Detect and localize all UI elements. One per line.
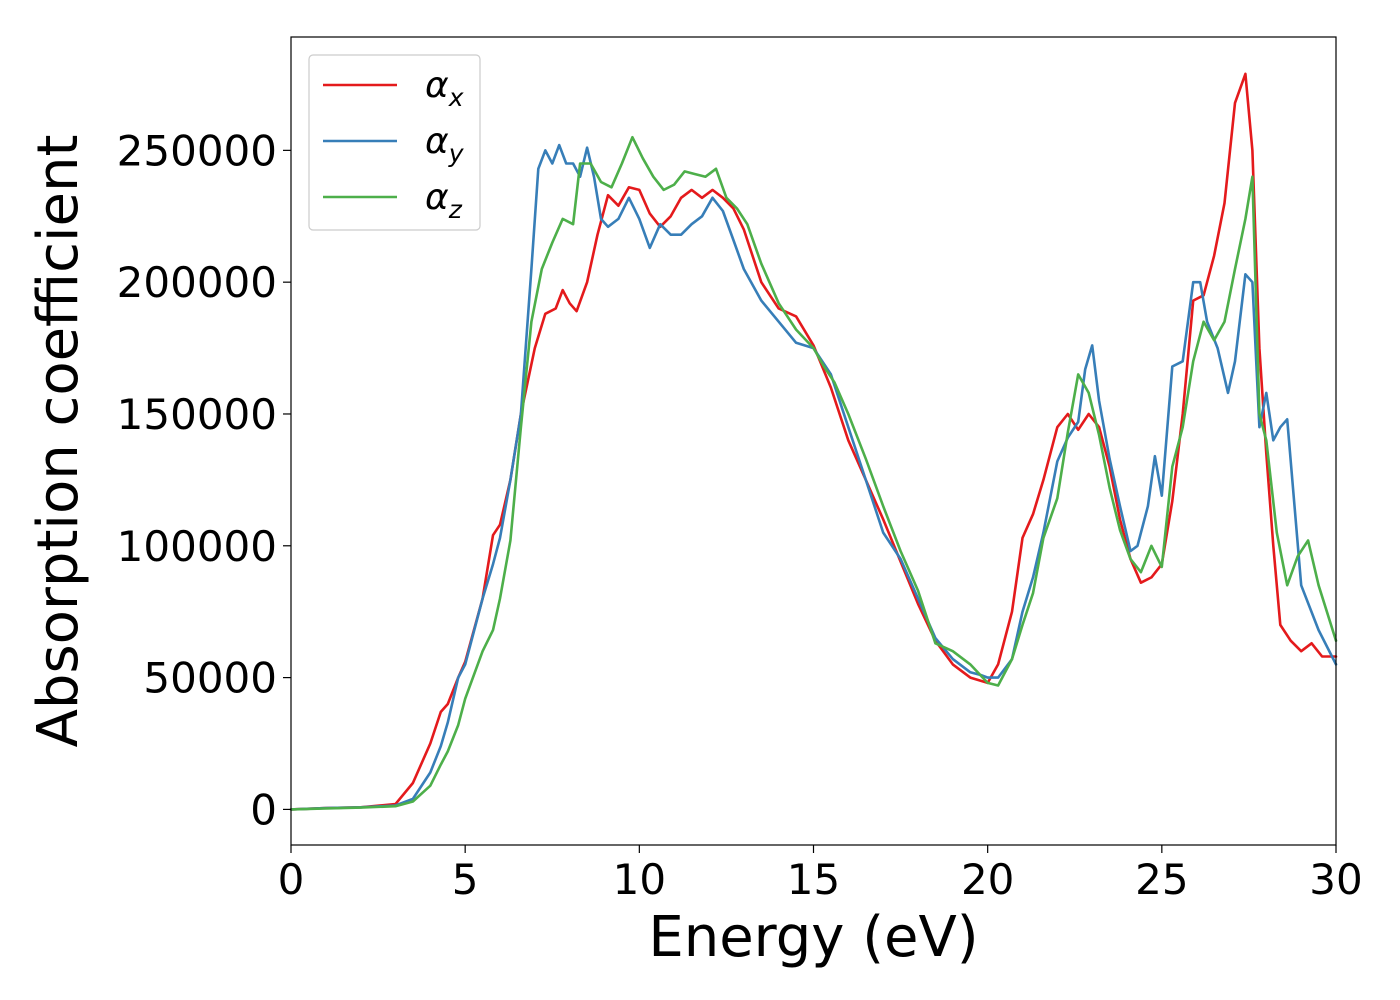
x-tick-label: 25 bbox=[1135, 855, 1188, 904]
x-axis-ticks: 0 5 10 15 20 25 30 bbox=[278, 845, 1363, 904]
x-axis-label: Energy (eV) bbox=[648, 905, 978, 970]
x-tick-label: 15 bbox=[787, 855, 840, 904]
x-tick-label: 30 bbox=[1309, 855, 1362, 904]
series-layer bbox=[289, 72, 1338, 811]
legend-box bbox=[308, 54, 481, 231]
series-line-y bbox=[289, 143, 1338, 811]
y-tick-label: 50000 bbox=[143, 654, 277, 703]
y-tick-label: 150000 bbox=[117, 390, 277, 439]
x-tick-label: 20 bbox=[961, 855, 1014, 904]
x-tick-label: 10 bbox=[613, 855, 666, 904]
y-tick-label: 0 bbox=[250, 785, 277, 834]
y-tick-label: 250000 bbox=[117, 126, 277, 175]
y-tick-label: 100000 bbox=[117, 522, 277, 571]
x-tick-label: 0 bbox=[278, 855, 305, 904]
y-tick-label: 200000 bbox=[117, 258, 277, 307]
x-tick-label: 5 bbox=[452, 855, 479, 904]
y-axis-label: Absorption coefficient bbox=[26, 135, 91, 748]
y-axis-ticks: 0 50000 100000 150000 200000 250000 bbox=[117, 126, 291, 834]
series-line-z bbox=[289, 135, 1338, 811]
